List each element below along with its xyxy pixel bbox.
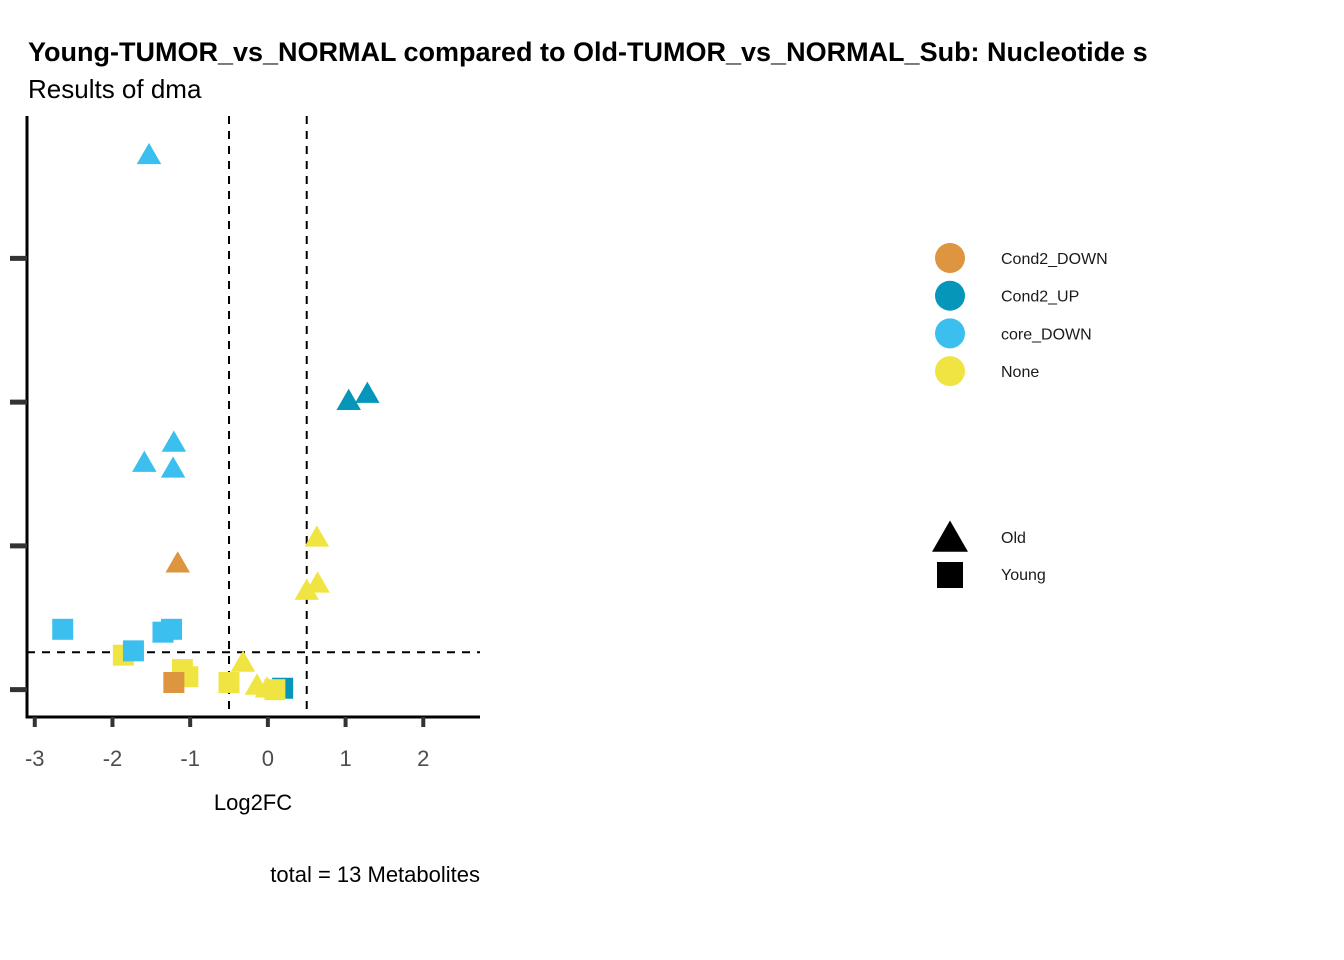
data-point-square <box>163 671 185 693</box>
data-point-square <box>52 618 74 640</box>
data-point-triangle <box>230 650 256 672</box>
legend-label: None <box>1001 364 1039 381</box>
chart-subtitle: Results of dma <box>28 74 202 104</box>
legend-color-key <box>935 280 965 311</box>
legend-label: core_DOWN <box>1001 326 1092 343</box>
legend-color-key <box>935 356 965 387</box>
data-point-square <box>161 618 183 640</box>
data-point-triangle <box>132 450 157 472</box>
legend: Cond2_DOWN Cond2_UP core_DOWN None Old Young <box>932 243 1108 588</box>
legend-color-key <box>935 243 965 273</box>
legend-label: Cond2_DOWN <box>1001 251 1108 268</box>
x-axis-label: Log2FC <box>214 790 292 815</box>
legend-label: Young <box>1001 567 1046 584</box>
legend-label: Cond2_UP <box>1001 289 1079 306</box>
data-point-triangle <box>304 525 330 547</box>
legend-label: Old <box>1001 530 1026 547</box>
x-tick-label: -2 <box>103 746 123 771</box>
data-point-triangle <box>336 388 361 411</box>
x-tick-label: 1 <box>339 746 351 771</box>
data-point-triangle <box>294 578 319 600</box>
data-point-triangle <box>161 430 187 452</box>
data-point-triangle <box>355 381 380 403</box>
data-point-square <box>122 640 144 662</box>
data-point-triangle <box>136 142 162 165</box>
data-point-triangle <box>165 551 190 573</box>
axes: -3 -2 -1 0 1 2 <box>10 116 480 771</box>
x-tick-label: 2 <box>417 746 429 771</box>
threshold-lines <box>27 116 480 717</box>
chart-title: Young-TUMOR_vs_NORMAL compared to Old-TU… <box>28 37 1148 67</box>
data-point-triangle <box>160 456 186 478</box>
caption: total = 13 Metabolites <box>270 862 480 887</box>
data-point-square <box>218 671 240 693</box>
legend-triangle-icon <box>932 520 968 552</box>
data-points <box>52 142 380 701</box>
x-tick-label: 0 <box>262 746 274 771</box>
data-point-square <box>264 679 286 701</box>
legend-color-key <box>935 318 965 349</box>
x-tick-label: -3 <box>25 746 45 771</box>
x-tick-label: -1 <box>180 746 200 771</box>
legend-square-icon <box>937 562 963 588</box>
